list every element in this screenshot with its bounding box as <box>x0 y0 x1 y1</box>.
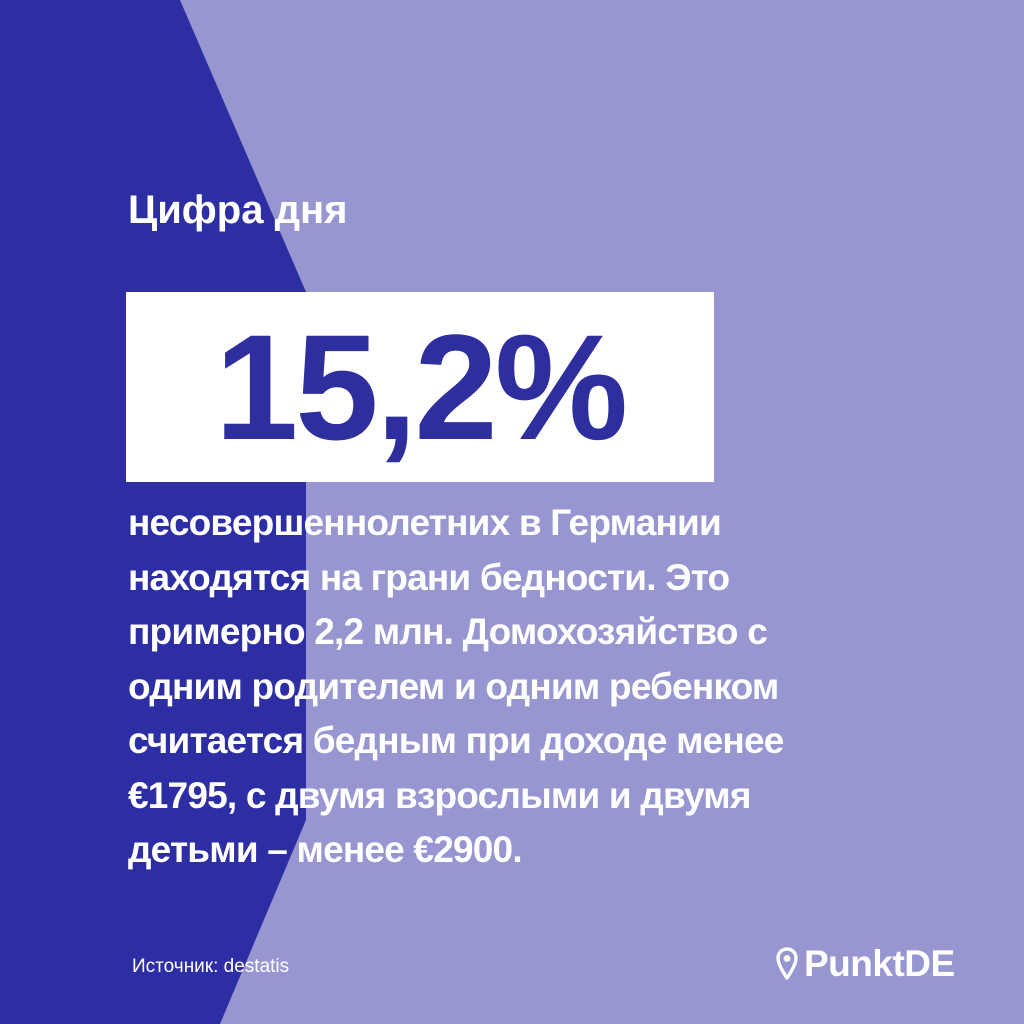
logo: PunktDE <box>776 940 955 988</box>
map-pin-icon <box>776 947 798 980</box>
big-number-box: 15,2% <box>126 292 714 482</box>
heading-figure-of-the-day: Цифра дня <box>128 188 348 232</box>
big-number: 15,2% <box>214 303 628 471</box>
logo-text: PunktDE <box>804 943 955 984</box>
description-text: несовершеннолетних в Германии находятся … <box>128 502 784 870</box>
source-label: Источник: destatis <box>132 956 290 977</box>
